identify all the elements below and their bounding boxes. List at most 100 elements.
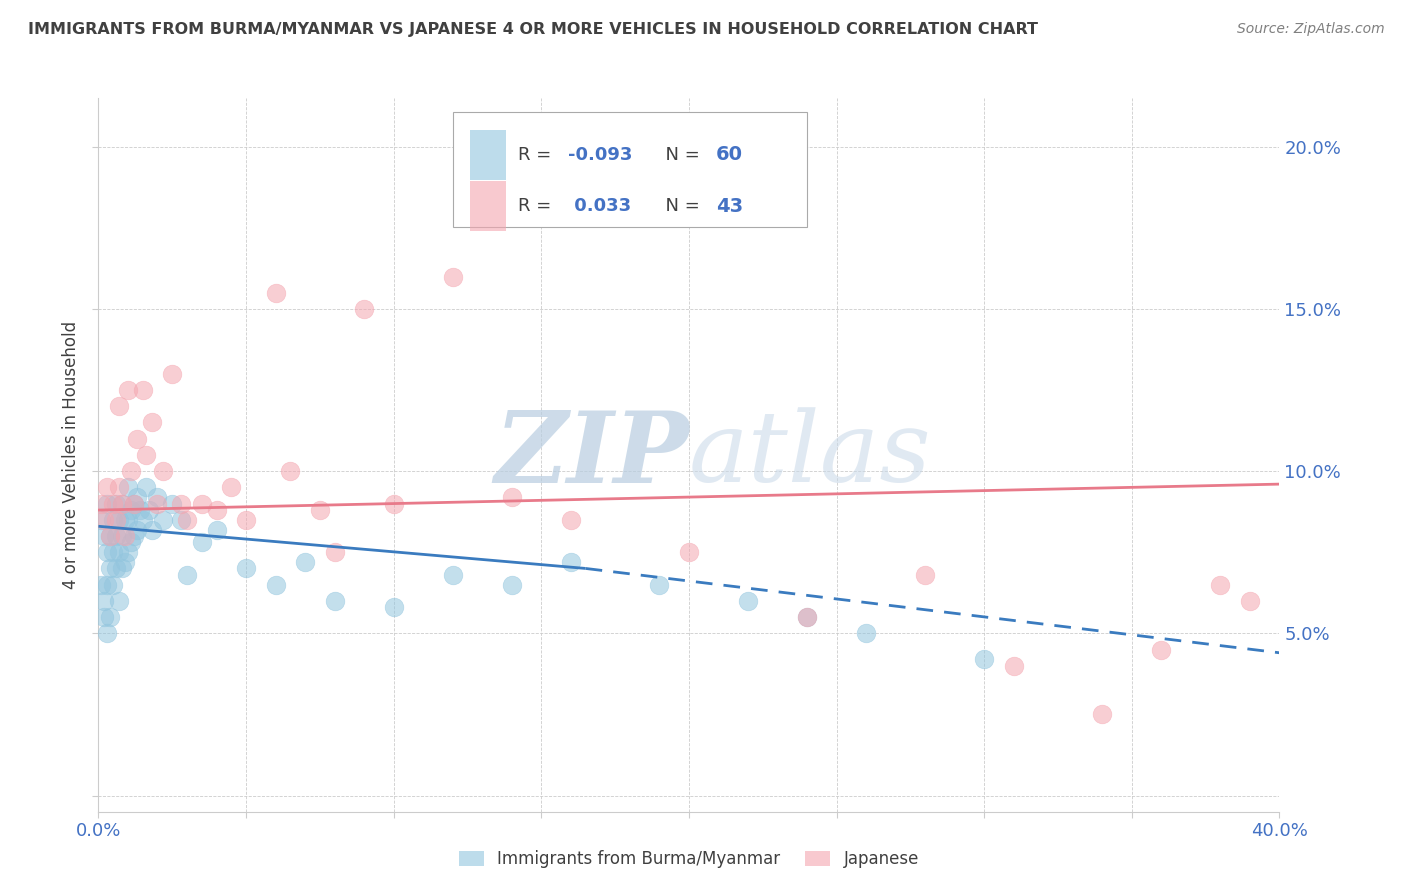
Point	[176, 568, 198, 582]
Point	[162, 497, 183, 511]
Point	[128, 503, 150, 517]
Point	[120, 464, 142, 478]
Point	[264, 577, 287, 591]
Point	[138, 503, 160, 517]
Point	[105, 561, 128, 575]
Point	[135, 448, 157, 462]
Text: N =: N =	[654, 197, 704, 215]
Y-axis label: 4 or more Vehicles in Household: 4 or more Vehicles in Household	[62, 321, 80, 589]
Point	[103, 513, 125, 527]
Text: 43: 43	[716, 196, 744, 216]
Point	[170, 497, 193, 511]
Point	[98, 561, 121, 575]
Point	[1150, 642, 1173, 657]
Point	[125, 432, 148, 446]
Point	[141, 416, 163, 430]
Point	[1239, 594, 1261, 608]
Point	[141, 523, 163, 537]
FancyBboxPatch shape	[471, 129, 506, 179]
FancyBboxPatch shape	[453, 112, 807, 227]
Point	[205, 523, 228, 537]
Point	[191, 497, 214, 511]
Point	[1002, 658, 1025, 673]
Point	[219, 480, 242, 494]
Point	[111, 497, 134, 511]
Point	[796, 610, 818, 624]
Point	[855, 626, 877, 640]
Point	[111, 497, 134, 511]
Point	[132, 513, 155, 527]
Point	[93, 594, 115, 608]
Point	[120, 535, 142, 549]
Point	[309, 503, 332, 517]
Point	[96, 545, 118, 559]
Point	[111, 529, 134, 543]
Point	[96, 497, 118, 511]
Point	[294, 555, 316, 569]
Point	[152, 513, 174, 527]
Point	[108, 399, 131, 413]
Point	[105, 513, 128, 527]
Point	[323, 594, 346, 608]
Point	[191, 535, 214, 549]
Text: N =: N =	[654, 145, 704, 163]
Point	[120, 503, 142, 517]
Point	[914, 568, 936, 582]
Point	[382, 600, 405, 615]
Point	[117, 513, 139, 527]
Point	[1091, 707, 1114, 722]
Point	[98, 529, 121, 543]
Point	[441, 269, 464, 284]
Point	[353, 301, 375, 316]
Point	[648, 577, 671, 591]
Point	[235, 513, 257, 527]
Point	[105, 497, 128, 511]
Legend: Immigrants from Burma/Myanmar, Japanese: Immigrants from Burma/Myanmar, Japanese	[453, 844, 925, 875]
Point	[264, 285, 287, 300]
Point	[98, 529, 121, 543]
Point	[90, 513, 112, 527]
Point	[90, 497, 112, 511]
Point	[111, 561, 134, 575]
Text: 60: 60	[716, 145, 744, 164]
Point	[117, 545, 139, 559]
Point	[796, 610, 818, 624]
Point	[93, 529, 115, 543]
Point	[135, 480, 157, 494]
Point	[117, 480, 139, 494]
Point	[205, 503, 228, 517]
Point	[1209, 577, 1232, 591]
Point	[98, 610, 121, 624]
Text: IMMIGRANTS FROM BURMA/MYANMAR VS JAPANESE 4 OR MORE VEHICLES IN HOUSEHOLD CORREL: IMMIGRANTS FROM BURMA/MYANMAR VS JAPANES…	[28, 22, 1038, 37]
Point	[501, 577, 523, 591]
Point	[122, 497, 145, 511]
Point	[125, 523, 148, 537]
Point	[114, 513, 136, 527]
Point	[108, 480, 131, 494]
Point	[125, 490, 148, 504]
Point	[382, 497, 405, 511]
Point	[105, 529, 128, 543]
Point	[132, 383, 155, 397]
Point	[96, 577, 118, 591]
Point	[90, 577, 112, 591]
Point	[152, 464, 174, 478]
Point	[737, 594, 759, 608]
Text: Source: ZipAtlas.com: Source: ZipAtlas.com	[1237, 22, 1385, 37]
Point	[501, 490, 523, 504]
Text: ZIP: ZIP	[494, 407, 689, 503]
Point	[146, 497, 169, 511]
Point	[973, 652, 995, 666]
Text: atlas: atlas	[689, 408, 932, 502]
Point	[176, 513, 198, 527]
Point	[441, 568, 464, 582]
Text: -0.093: -0.093	[568, 145, 633, 163]
Point	[93, 610, 115, 624]
Point	[96, 480, 118, 494]
Point	[108, 513, 131, 527]
Point	[93, 513, 115, 527]
Point	[108, 594, 131, 608]
Point	[103, 497, 125, 511]
Point	[170, 513, 193, 527]
Point	[114, 555, 136, 569]
